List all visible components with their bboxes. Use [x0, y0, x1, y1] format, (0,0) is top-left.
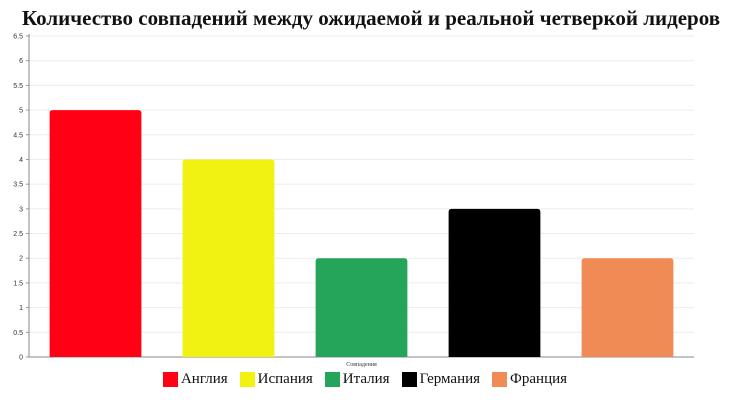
bar-3 — [315, 258, 408, 357]
bar-5 — [581, 258, 674, 357]
y-tick-label: 6 — [19, 58, 23, 65]
chart-legend: Англия Испания Италия Германия Франция — [0, 371, 730, 388]
chart-title: Количество совпадений между ожидаемой и … — [22, 6, 721, 30]
y-tick-label: 2.5 — [13, 231, 23, 238]
legend-label: Англия — [180, 371, 228, 387]
y-tick-label: 1.5 — [13, 280, 23, 287]
y-tick-label: 4.5 — [13, 132, 23, 139]
legend-item: Франция — [492, 371, 567, 388]
legend-label: Италия — [342, 371, 390, 387]
legend-item: Англия — [162, 371, 228, 388]
legend-item: Германия — [401, 371, 481, 388]
bar-4 — [448, 208, 541, 357]
y-tick-label: 2 — [19, 256, 23, 263]
y-tick-label: 5.5 — [13, 83, 23, 90]
bar-1 — [49, 110, 142, 357]
y-tick-label: 5 — [19, 108, 23, 115]
legend-swatch — [492, 372, 508, 387]
y-tick-label: 0 — [19, 355, 23, 362]
y-tick-label: 4 — [19, 157, 23, 164]
y-tick-label: 6.5 — [13, 34, 23, 41]
bar-2 — [182, 159, 275, 357]
legend-item: Испания — [239, 371, 313, 388]
legend-label: Испания — [257, 371, 313, 387]
legend-label: Франция — [510, 371, 568, 387]
y-tick-label: 3.5 — [13, 182, 23, 189]
legend-swatch — [239, 372, 255, 387]
y-tick-label: 0.5 — [13, 330, 23, 337]
x-axis-label: Совпадения — [346, 362, 377, 368]
legend-swatch — [324, 372, 340, 387]
legend-swatch — [162, 372, 178, 387]
y-tick-label: 1 — [19, 305, 23, 312]
legend-item: Италия — [324, 371, 390, 388]
legend-swatch — [401, 372, 417, 387]
y-tick-label: 3 — [19, 206, 23, 213]
legend-label: Германия — [419, 371, 481, 387]
